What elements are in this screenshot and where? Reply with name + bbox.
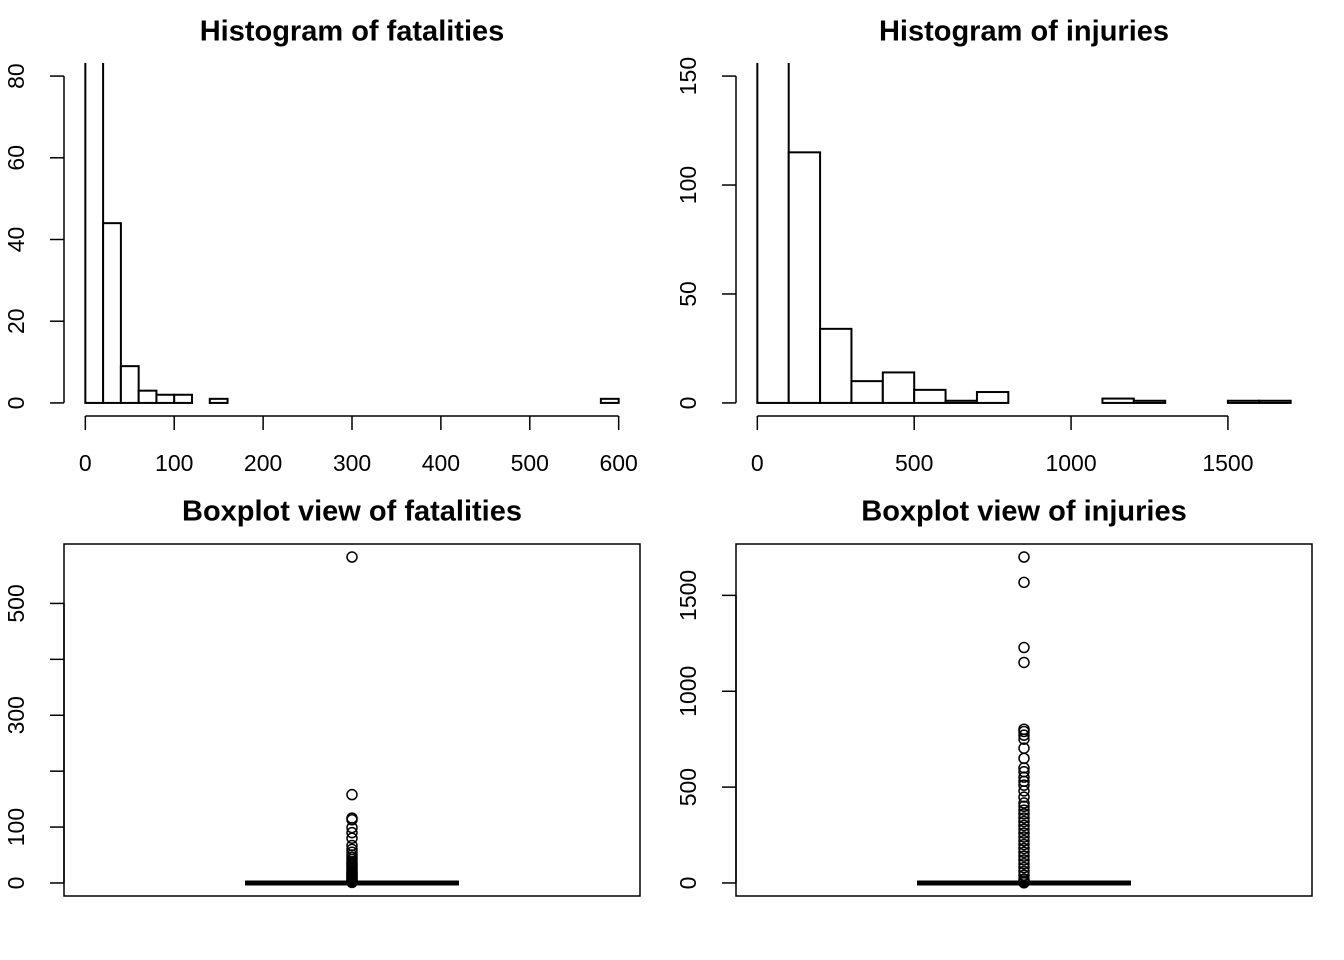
outlier	[1018, 815, 1030, 828]
x-tick-label: 500	[895, 450, 933, 476]
bar	[1226, 399, 1261, 404]
y-tick-label: 150	[675, 57, 701, 95]
outlier	[346, 788, 358, 801]
outlier	[1018, 752, 1030, 765]
outlier	[346, 551, 358, 563]
y-tick-label: 1500	[675, 570, 701, 621]
y-tick-label: 500	[3, 584, 29, 622]
x-tick-label: 200	[244, 450, 282, 476]
outlier	[1018, 804, 1030, 816]
bar	[599, 397, 620, 404]
y-tick-label: 500	[675, 768, 701, 806]
y-tick-label: 300	[3, 696, 29, 734]
chart-title: Histogram of injuries	[879, 16, 1169, 48]
bar	[1258, 399, 1292, 404]
x-tick-label: 100	[155, 450, 193, 476]
outlier	[1018, 827, 1030, 839]
outlier	[1018, 861, 1030, 874]
y-tick-label: 50	[675, 281, 701, 307]
outlier	[1018, 576, 1030, 589]
x-tick-label: 400	[422, 450, 460, 476]
outlier	[1018, 785, 1030, 797]
outlier	[346, 814, 358, 826]
outlier	[1018, 846, 1030, 859]
outlier	[1018, 877, 1030, 889]
bars	[756, 63, 1292, 404]
y-tick-label: 40	[3, 227, 29, 253]
outlier	[346, 876, 358, 889]
outlier	[1018, 800, 1030, 813]
outlier	[1018, 812, 1030, 824]
y-tick-label: 0	[3, 397, 29, 410]
y-tick-label: 80	[3, 63, 29, 89]
outlier	[1018, 641, 1030, 654]
outlier	[1018, 808, 1030, 820]
outlier	[1018, 551, 1030, 563]
x-tick-label: 500	[511, 450, 549, 476]
bar	[787, 151, 822, 404]
outlier	[1018, 823, 1030, 836]
outlier	[1018, 838, 1030, 851]
bar	[881, 371, 916, 404]
bar	[137, 389, 158, 404]
bar	[102, 222, 122, 404]
y-tick-label: 100	[3, 808, 29, 846]
outlier	[1018, 869, 1030, 882]
outlier	[346, 826, 358, 839]
bar	[84, 63, 105, 404]
outlier	[1018, 797, 1030, 809]
bar	[155, 393, 176, 404]
bars	[84, 63, 620, 404]
outlier	[1018, 842, 1030, 855]
y-tick-label: 0	[3, 877, 29, 890]
bar	[173, 393, 194, 404]
outlier	[1018, 656, 1030, 669]
outlier	[1018, 858, 1030, 870]
bar	[1101, 397, 1135, 404]
x-tick-label: 300	[333, 450, 371, 476]
outlier	[1018, 831, 1030, 843]
x-tick-label: 0	[751, 450, 764, 476]
outlier	[1018, 835, 1030, 847]
outlier	[1018, 850, 1030, 862]
y-tick-label: 20	[3, 308, 29, 334]
bar	[208, 397, 229, 404]
bar	[756, 63, 790, 404]
outlier	[346, 832, 358, 844]
outlier	[1018, 791, 1030, 803]
outlier	[1018, 819, 1030, 832]
y-tick-label: 1000	[675, 666, 701, 717]
bar	[913, 388, 947, 404]
outlier	[1018, 725, 1030, 738]
bar	[1132, 399, 1167, 404]
chart-title: Boxplot view of injuries	[861, 496, 1187, 528]
outlier	[1018, 854, 1030, 866]
bar	[975, 391, 1010, 404]
bar	[119, 365, 140, 404]
y-tick-label: 0	[675, 877, 701, 890]
bar	[850, 380, 884, 404]
chart-title: Boxplot view of fatalities	[182, 496, 522, 528]
x-tick-label: 600	[599, 450, 637, 476]
outlier	[1018, 733, 1030, 745]
bar	[819, 327, 853, 404]
x-tick-label: 1500	[1202, 450, 1253, 476]
y-tick-label: 0	[675, 397, 701, 410]
y-tick-label: 60	[3, 145, 29, 171]
chart-title: Histogram of fatalities	[200, 16, 505, 48]
outlier	[1018, 779, 1030, 791]
outlier	[1018, 762, 1030, 774]
y-tick-label: 100	[675, 166, 701, 204]
bar	[944, 399, 978, 404]
outlier	[1018, 771, 1030, 783]
outlier	[1018, 729, 1030, 741]
x-tick-label: 1000	[1045, 450, 1096, 476]
x-tick-label: 0	[79, 450, 92, 476]
